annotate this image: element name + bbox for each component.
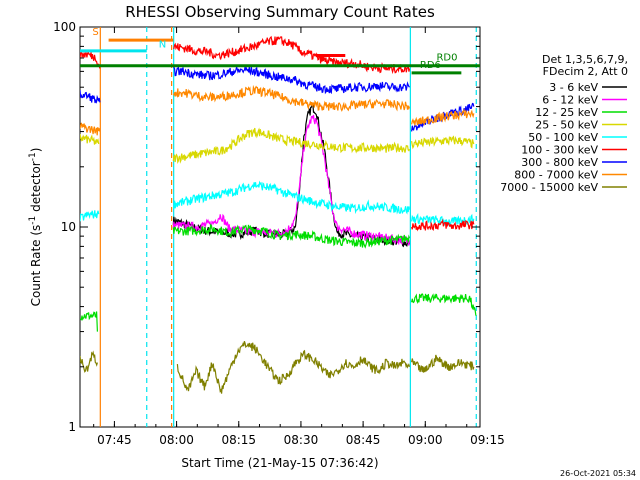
annotation-s: S xyxy=(92,27,98,38)
legend-label-9: 7000 - 15000 keV xyxy=(500,181,598,194)
x-tick-label-3: 08:30 xyxy=(284,433,319,447)
annotation-n: N xyxy=(159,39,166,50)
series-50-100-kev-part-2 xyxy=(172,180,411,215)
x-axis-label: Start Time (21-May-15 07:36:42) xyxy=(181,456,378,470)
series-300-800-kev-part-1 xyxy=(80,90,101,104)
footer-date: 26-Oct-2021 05:34 xyxy=(560,469,636,478)
series-7000-15000-kev-part-1 xyxy=(80,350,98,373)
annotation-rd6: RD6 xyxy=(420,60,441,71)
series-100-300-kev-part-1 xyxy=(80,49,101,69)
series-25-50-kev-part-3 xyxy=(411,135,475,150)
legend-label-1: 3 - 6 keV xyxy=(549,81,598,94)
legend-label-4: 25 - 50 keV xyxy=(535,119,598,132)
series-25-50-kev-part-1 xyxy=(80,134,100,145)
series-25-50-kev-part-2 xyxy=(172,127,411,164)
series-7000-15000-kev-part-3 xyxy=(411,354,475,373)
x-tick-label-6: 09:15 xyxy=(470,433,505,447)
x-tick-label-5: 09:00 xyxy=(408,433,443,447)
y-tick-label-1: 10 xyxy=(61,220,76,234)
x-tick-label-0: 07:45 xyxy=(97,433,132,447)
series-100-300-kev-part-3 xyxy=(411,218,475,232)
legend-label-5: 50 - 100 keV xyxy=(528,131,598,144)
x-tick-label-2: 08:15 xyxy=(221,433,256,447)
legend-label-8: 800 - 7000 keV xyxy=(514,169,598,182)
x-tick-label-1: 08:00 xyxy=(159,433,194,447)
y-tick-label-0: 1 xyxy=(68,420,76,434)
series-12-25-kev-part-2 xyxy=(172,223,411,249)
y-tick-label-2: 100 xyxy=(53,20,76,34)
legend-label-7: 300 - 800 keV xyxy=(521,156,598,169)
y-axis-label: Count Rate (s-1 detector-1) xyxy=(28,148,43,307)
series-12-25-kev-part-1 xyxy=(80,311,98,332)
chart-title: RHESSI Observing Summary Count Rates xyxy=(125,3,435,21)
series-300-800-kev-part-2 xyxy=(173,64,410,95)
series-12-25-kev-part-3 xyxy=(411,293,477,316)
axes: 07:45 08:00 08:15 08:30 08:45 09:00 09:15 1 10 10… xyxy=(53,20,505,447)
legend-label-3: 12 - 25 keV xyxy=(535,106,598,119)
legend: Det 1,3,5,6,7,9,FDecim 2, Att 0 3 - 6 keV… xyxy=(500,53,628,194)
series-100-300-kev-part-2 xyxy=(173,35,411,75)
legend-label-2: 6 - 12 keV xyxy=(542,94,598,107)
series-800-7000-kev-part-1 xyxy=(80,122,101,136)
series-800-7000-kev-part-2 xyxy=(173,84,411,112)
series-50-100-kev-part-1 xyxy=(80,210,100,222)
legend-header-2: FDecim 2, Att 0 xyxy=(543,65,628,78)
series-800-7000-kev-part-3 xyxy=(411,108,475,126)
series-6-12-kev xyxy=(172,114,411,246)
legend-header-1: Det 1,3,5,6,7,9, xyxy=(542,53,628,66)
series-7000-15000-kev-part-2 xyxy=(176,341,411,394)
legend-label-6: 100 - 300 keV xyxy=(521,144,598,157)
x-tick-label-4: 08:45 xyxy=(346,433,381,447)
annotation-rd0: RD0 xyxy=(436,52,457,63)
